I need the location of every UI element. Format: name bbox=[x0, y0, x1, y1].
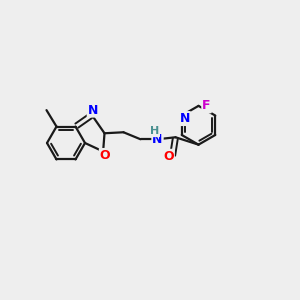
Text: F: F bbox=[202, 99, 211, 112]
Text: N: N bbox=[179, 112, 190, 125]
Text: O: O bbox=[163, 150, 174, 163]
Text: N: N bbox=[88, 103, 98, 117]
Text: N: N bbox=[152, 133, 163, 146]
Text: H: H bbox=[150, 126, 159, 136]
Text: O: O bbox=[100, 149, 110, 162]
